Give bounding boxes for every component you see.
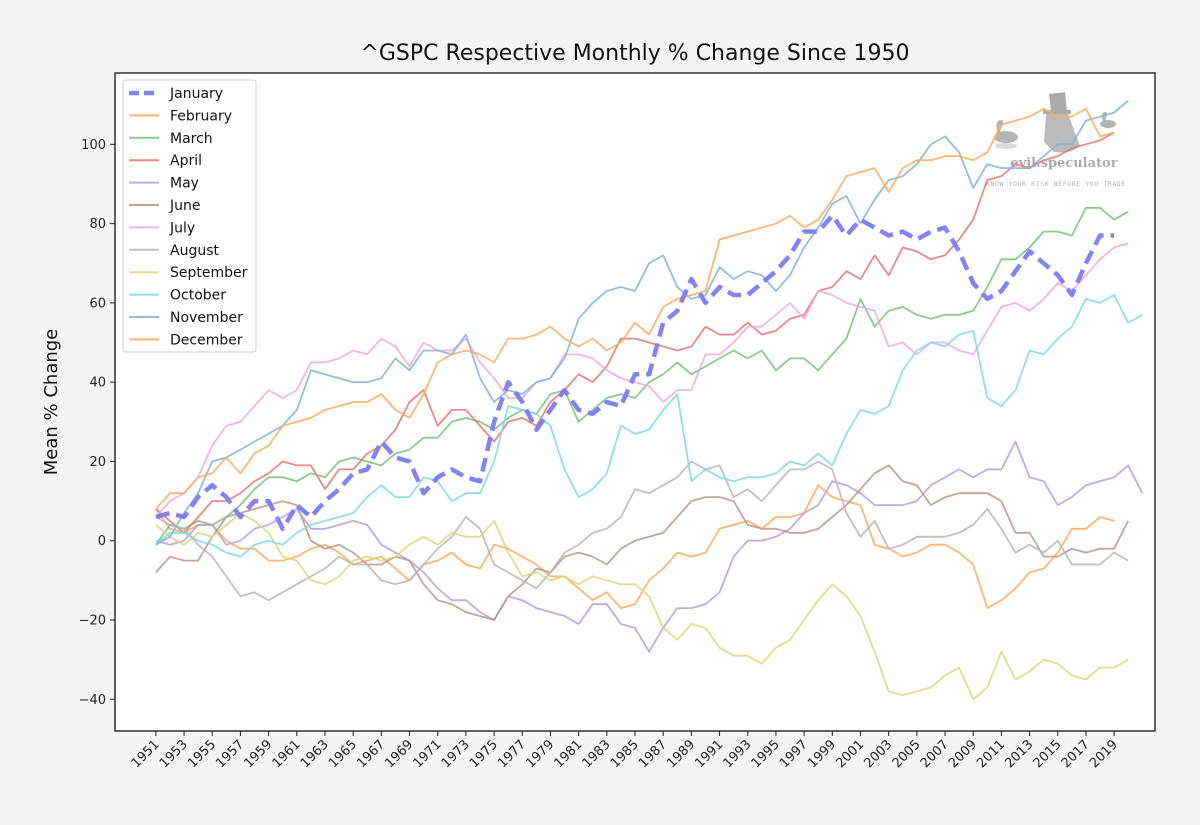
x-tick-label: 1965 <box>326 737 360 771</box>
series-line-november <box>155 100 1129 546</box>
x-tick-label: 2007 <box>918 737 952 771</box>
x-tick-label: 1985 <box>608 737 642 771</box>
x-tick-label: 1995 <box>749 737 783 771</box>
x-tick-label: 1989 <box>664 737 698 771</box>
series-layer <box>155 100 1144 701</box>
swan-icon <box>994 119 1018 149</box>
legend-label-july: July <box>169 220 195 236</box>
legend-label-november: November <box>170 310 243 326</box>
x-tick-label: 1991 <box>692 737 726 771</box>
x-tick-label: 2013 <box>1002 737 1036 771</box>
watermark-tagline: KNOW YOUR RISK BEFORE YOU TRADE <box>986 180 1126 188</box>
series-line-october <box>155 294 1143 558</box>
x-tick-label: 2015 <box>1031 737 1065 771</box>
x-tick-label: 1987 <box>636 737 670 771</box>
x-tick-label: 1983 <box>580 737 614 771</box>
legend-label-february: February <box>170 108 232 124</box>
x-tick-label: 1959 <box>241 737 275 771</box>
x-tick-label: 2019 <box>1087 737 1121 771</box>
series-line-january <box>155 213 1115 532</box>
x-tick-label: 1953 <box>157 737 191 771</box>
y-tick-label: 60 <box>89 296 106 311</box>
x-tick-label: 1979 <box>523 737 557 771</box>
x-tick-label: 2001 <box>833 737 867 771</box>
legend-label-june: June <box>169 198 201 214</box>
y-tick-label: 20 <box>89 455 106 470</box>
series-line-may <box>155 440 1144 653</box>
x-tick-label: 1975 <box>467 737 501 771</box>
x-tick-label: 2017 <box>1059 737 1093 771</box>
x-tick-label: 1993 <box>721 737 755 771</box>
y-tick-label: −20 <box>79 614 106 629</box>
legend: January February March April May June July Augu… <box>122 79 257 353</box>
x-tick-label: 1961 <box>270 737 304 771</box>
watermark-brand: evil.speculator <box>1010 156 1117 171</box>
x-tick-label: 1969 <box>382 737 416 771</box>
x-tick-label: 1951 <box>129 737 163 771</box>
x-tick-label: 1963 <box>298 737 332 771</box>
plot-area <box>115 73 1155 731</box>
legend-label-august: August <box>170 243 220 259</box>
x-tick-label: 1999 <box>805 737 839 771</box>
series-line-march <box>155 206 1129 546</box>
series-line-june <box>155 464 1130 621</box>
watermark-logo: evil.speculator KNOW YOUR RISK BEFORE YO… <box>986 92 1126 188</box>
x-tick-label: 2005 <box>890 737 924 771</box>
y-tick-label: 0 <box>98 534 106 549</box>
legend-label-october: October <box>170 288 226 304</box>
series-line-september <box>155 512 1129 701</box>
series-line-august <box>155 460 1129 602</box>
legend-label-december: December <box>170 332 243 348</box>
legend-label-april: April <box>170 153 202 169</box>
y-axis: −40 −20 0 20 40 60 80 100 <box>79 138 115 708</box>
x-tick-label: 1981 <box>551 737 585 771</box>
x-axis: 1951195319551957195919611963196519671969… <box>129 731 1121 771</box>
series-line-july <box>155 242 1129 518</box>
series-line-december <box>155 107 1115 510</box>
x-tick-label: 1971 <box>411 737 445 771</box>
legend-label-may: May <box>170 176 199 192</box>
legend-label-march: March <box>170 131 213 147</box>
x-tick-label: 1957 <box>213 737 247 771</box>
x-tick-label: 2009 <box>946 737 980 771</box>
y-tick-label: −40 <box>79 693 106 708</box>
legend-label-january: January <box>169 86 223 102</box>
y-tick-label: 100 <box>81 138 106 153</box>
x-tick-label: 1967 <box>354 737 388 771</box>
x-tick-label: 1997 <box>777 737 811 771</box>
x-tick-label: 2011 <box>974 737 1008 771</box>
legend-box <box>122 79 257 353</box>
x-tick-label: 1955 <box>185 737 219 771</box>
chart-title: ^GSPC Respective Monthly % Change Since … <box>360 41 909 66</box>
series-line-february <box>155 484 1115 609</box>
x-tick-label: 2003 <box>861 737 895 771</box>
y-tick-label: 80 <box>89 217 106 232</box>
y-axis-label: Mean % Change <box>41 329 62 476</box>
legend-label-september: September <box>170 265 248 281</box>
top-hat-figure-icon <box>1043 92 1080 153</box>
x-tick-label: 1973 <box>439 737 473 771</box>
y-tick-label: 40 <box>89 376 106 391</box>
x-tick-label: 1977 <box>495 737 529 771</box>
